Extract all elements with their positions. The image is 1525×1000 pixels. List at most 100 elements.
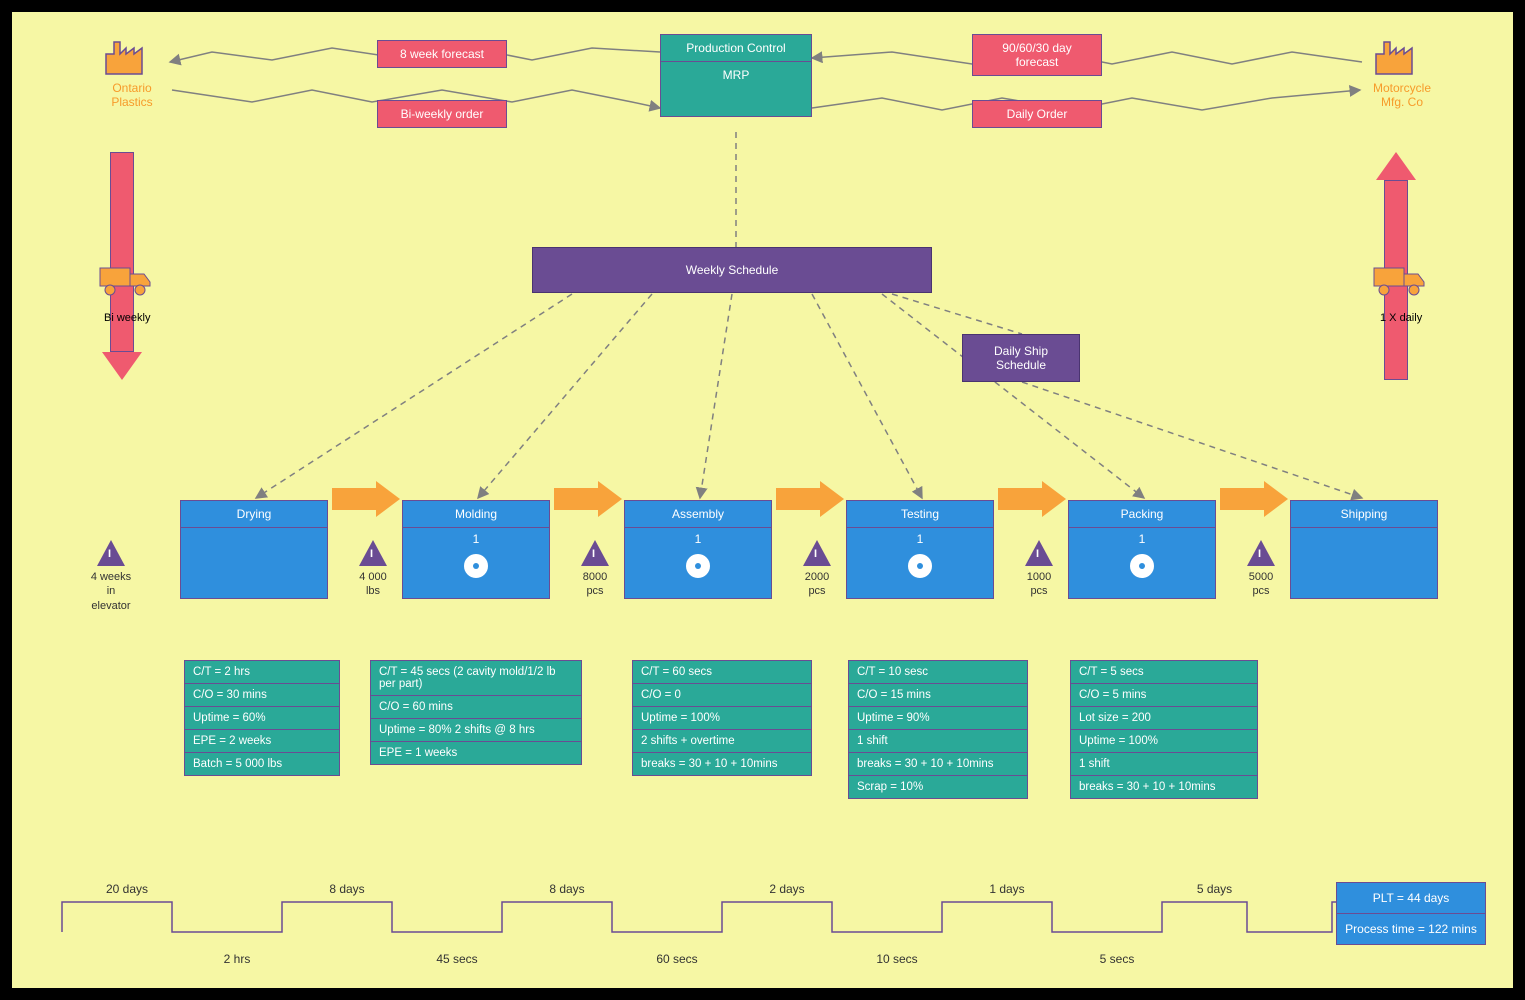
data-row: EPE = 1 weeks	[371, 742, 581, 764]
data-row: 1 shift	[849, 730, 1027, 753]
customer-ship-freq: 1 X daily	[1380, 312, 1422, 324]
process-operator-count: 1	[473, 532, 480, 546]
data-row: C/T = 10 sesc	[849, 661, 1027, 684]
data-row: Uptime = 100%	[633, 707, 811, 730]
timeline-lead-label: 1 days	[967, 882, 1047, 896]
inventory-marker: I 4 000lbs	[348, 540, 398, 599]
operator-icon	[686, 554, 710, 578]
data-row: C/O = 15 mins	[849, 684, 1027, 707]
timeline-process-label: 10 secs	[857, 952, 937, 966]
data-row: breaks = 30 + 10 + 10mins	[1071, 776, 1257, 798]
timeline-lead-label: 8 days	[527, 882, 607, 896]
process-data-table: C/T = 45 secs (2 cavity mold/1/2 lb per …	[370, 660, 582, 765]
daily-ship-label: Daily Ship Schedule	[973, 344, 1069, 372]
data-row: Uptime = 80% 2 shifts @ 8 hrs	[371, 719, 581, 742]
factory-icon	[1374, 40, 1430, 76]
truck-icon	[98, 262, 154, 298]
inventory-marker: I 2000pcs	[792, 540, 842, 599]
data-row: breaks = 30 + 10 + 10mins	[849, 753, 1027, 776]
inventory-triangle-icon: I	[803, 540, 831, 566]
data-row: C/T = 5 secs	[1071, 661, 1257, 684]
timeline-lead-label: 8 days	[307, 882, 387, 896]
result-plt: PLT = 44 days	[1337, 883, 1485, 914]
inventory-marker: I 4 weeksin elevator	[86, 540, 136, 613]
data-row: Lot size = 200	[1071, 707, 1257, 730]
supplier-ship-freq: Bi weekly	[104, 312, 150, 324]
data-row: C/O = 5 mins	[1071, 684, 1257, 707]
process-title: Shipping	[1291, 501, 1437, 528]
inventory-marker: I5000pcs	[1236, 540, 1286, 599]
production-control-sub: MRP	[661, 62, 811, 116]
info-flow-label: 90/60/30 day forecast	[972, 34, 1102, 76]
data-row: C/T = 45 secs (2 cavity mold/1/2 lb per …	[371, 661, 581, 696]
operator-icon	[908, 554, 932, 578]
inventory-triangle-icon: I	[97, 540, 125, 566]
data-row: C/T = 2 hrs	[185, 661, 339, 684]
timeline-lead-label: 2 days	[747, 882, 827, 896]
process-title: Assembly	[625, 501, 771, 528]
inventory-qty: 2000pcs	[792, 570, 842, 599]
data-row: 1 shift	[1071, 753, 1257, 776]
data-row: Uptime = 60%	[185, 707, 339, 730]
inventory-triangle-icon: I	[1025, 540, 1053, 566]
inventory-qty: 8000pcs	[570, 570, 620, 599]
timeline-process-label: 60 secs	[637, 952, 717, 966]
process-data-table: C/T = 60 secsC/O = 0Uptime = 100%2 shift…	[632, 660, 812, 776]
process-title: Drying	[181, 501, 327, 528]
timeline-lead-label: 5 days	[1175, 882, 1255, 896]
data-row: EPE = 2 weeks	[185, 730, 339, 753]
process-box-shipping: Shipping	[1290, 500, 1438, 599]
factory-icon	[104, 40, 160, 76]
inventory-marker: I 1000pcs	[1014, 540, 1064, 599]
data-row: Uptime = 100%	[1071, 730, 1257, 753]
process-box-molding: Molding 1	[402, 500, 550, 599]
customer-factory: Motorcycle Mfg. Co	[1362, 40, 1442, 109]
process-data-table: C/T = 5 secsC/O = 5 minsLot size = 200Up…	[1070, 660, 1258, 799]
timeline-result-box: PLT = 44 days Process time = 122 mins	[1336, 882, 1486, 945]
data-row: C/O = 0	[633, 684, 811, 707]
data-row: C/T = 60 secs	[633, 661, 811, 684]
daily-ship-box: Daily Ship Schedule	[962, 334, 1080, 382]
process-box-assembly: Assembly 1	[624, 500, 772, 599]
supplier-factory: Ontario Plastics	[92, 40, 172, 109]
info-flow-label: Daily Order	[972, 100, 1102, 128]
data-row: 2 shifts + overtime	[633, 730, 811, 753]
timeline-process-label: 5 secs	[1077, 952, 1157, 966]
process-operator-count: 1	[1139, 532, 1146, 546]
data-row: Scrap = 10%	[849, 776, 1027, 798]
data-row: Batch = 5 000 lbs	[185, 753, 339, 775]
inventory-qty: 4 000lbs	[348, 570, 398, 599]
inventory-marker: I 8000pcs	[570, 540, 620, 599]
process-data-table: C/T = 10 sescC/O = 15 minsUptime = 90%1 …	[848, 660, 1028, 799]
info-flow-label: Bi-weekly order	[377, 100, 507, 128]
operator-icon	[1130, 554, 1154, 578]
inventory-qty: 4 weeksin elevator	[86, 570, 136, 613]
process-operator-count: 1	[917, 532, 924, 546]
info-flow-label: 8 week forecast	[377, 40, 507, 68]
data-row: breaks = 30 + 10 + 10mins	[633, 753, 811, 775]
inventory-triangle-icon: I	[581, 540, 609, 566]
process-box-drying: Drying	[180, 500, 328, 599]
operator-icon	[464, 554, 488, 578]
timeline-process-label: 45 secs	[417, 952, 497, 966]
inventory-qty: 1000pcs	[1014, 570, 1064, 599]
weekly-schedule-box: Weekly Schedule	[532, 247, 932, 293]
timeline-process-label: 2 hrs	[197, 952, 277, 966]
weekly-schedule-label: Weekly Schedule	[686, 263, 779, 277]
production-control-title: Production Control	[661, 35, 811, 62]
inventory-triangle-icon: I	[359, 540, 387, 566]
process-data-table: C/T = 2 hrsC/O = 30 minsUptime = 60%EPE …	[184, 660, 340, 776]
timeline-lead-label: 20 days	[87, 882, 167, 896]
truck-icon	[1372, 262, 1428, 298]
result-pt: Process time = 122 mins	[1337, 914, 1485, 944]
data-row: Uptime = 90%	[849, 707, 1027, 730]
process-operator-count: 1	[695, 532, 702, 546]
process-box-testing: Testing1	[846, 500, 994, 599]
data-row: C/O = 30 mins	[185, 684, 339, 707]
supplier-name: Ontario Plastics	[92, 81, 172, 109]
data-row: C/O = 60 mins	[371, 696, 581, 719]
process-title: Packing	[1069, 501, 1215, 528]
process-title: Molding	[403, 501, 549, 528]
inventory-qty: 5000pcs	[1236, 570, 1286, 599]
customer-name: Motorcycle Mfg. Co	[1362, 81, 1442, 109]
